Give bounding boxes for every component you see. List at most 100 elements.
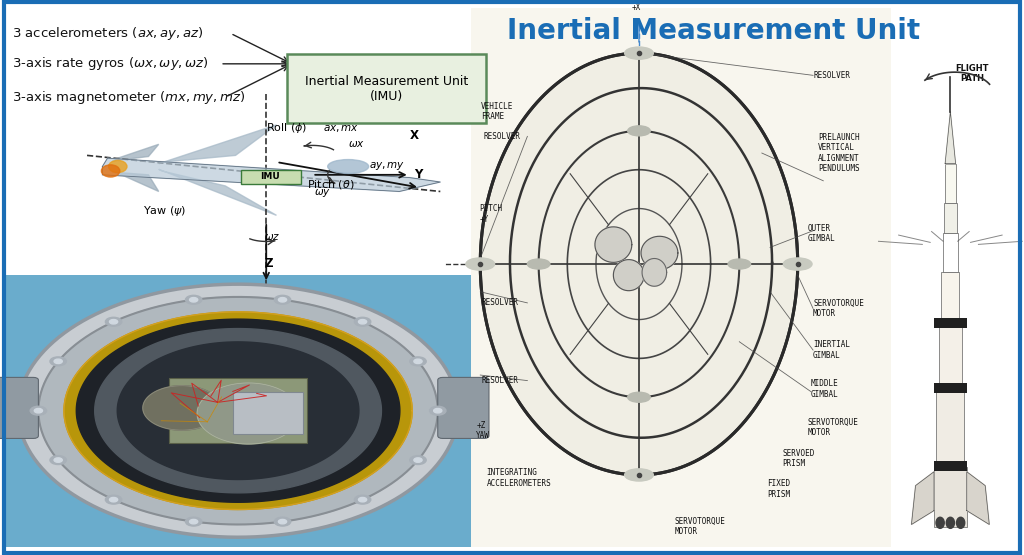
Ellipse shape bbox=[101, 165, 120, 177]
Polygon shape bbox=[39, 297, 438, 524]
Text: $ax, mx$: $ax, mx$ bbox=[323, 123, 358, 134]
Text: IMU: IMU bbox=[260, 172, 281, 181]
Polygon shape bbox=[567, 170, 711, 359]
FancyBboxPatch shape bbox=[934, 383, 967, 393]
Polygon shape bbox=[911, 472, 934, 524]
Circle shape bbox=[54, 359, 62, 364]
FancyBboxPatch shape bbox=[934, 467, 967, 527]
FancyBboxPatch shape bbox=[934, 461, 967, 471]
Circle shape bbox=[358, 497, 367, 502]
Text: 3 accelerometers ($ax, ay, az$): 3 accelerometers ($ax, ay, az$) bbox=[12, 25, 204, 42]
Polygon shape bbox=[95, 329, 382, 493]
Polygon shape bbox=[945, 112, 955, 164]
Polygon shape bbox=[967, 472, 989, 524]
Text: Yaw ($\psi$): Yaw ($\psi$) bbox=[143, 204, 186, 218]
Ellipse shape bbox=[956, 517, 965, 528]
Ellipse shape bbox=[625, 469, 653, 481]
Text: $\omega y$: $\omega y$ bbox=[314, 187, 332, 199]
FancyBboxPatch shape bbox=[934, 318, 967, 328]
Circle shape bbox=[354, 317, 371, 326]
Ellipse shape bbox=[328, 159, 369, 173]
Circle shape bbox=[189, 297, 198, 302]
FancyBboxPatch shape bbox=[939, 324, 962, 388]
FancyBboxPatch shape bbox=[0, 377, 39, 438]
Ellipse shape bbox=[783, 258, 812, 270]
FancyBboxPatch shape bbox=[945, 164, 955, 203]
Ellipse shape bbox=[109, 160, 127, 173]
Polygon shape bbox=[102, 158, 440, 191]
Text: Inertial Measurement Unit
(IMU): Inertial Measurement Unit (IMU) bbox=[305, 75, 468, 103]
Circle shape bbox=[50, 456, 67, 465]
FancyBboxPatch shape bbox=[4, 4, 470, 278]
FancyBboxPatch shape bbox=[941, 272, 959, 324]
Ellipse shape bbox=[936, 517, 944, 528]
Circle shape bbox=[110, 320, 118, 324]
Polygon shape bbox=[159, 125, 276, 164]
Ellipse shape bbox=[728, 259, 751, 269]
Polygon shape bbox=[596, 209, 682, 320]
Text: SERVOTORQUE
MOTOR: SERVOTORQUE MOTOR bbox=[813, 299, 864, 318]
Text: FIXED
PRISM: FIXED PRISM bbox=[767, 479, 791, 498]
Polygon shape bbox=[143, 386, 221, 430]
Circle shape bbox=[189, 519, 198, 524]
Polygon shape bbox=[480, 53, 798, 475]
Circle shape bbox=[185, 295, 202, 304]
FancyBboxPatch shape bbox=[438, 377, 489, 438]
Circle shape bbox=[410, 456, 426, 465]
Text: OUTER
GIMBAL: OUTER GIMBAL bbox=[808, 224, 836, 243]
Polygon shape bbox=[113, 172, 159, 191]
Circle shape bbox=[50, 357, 67, 366]
Text: $ay, my$: $ay, my$ bbox=[369, 160, 404, 173]
Polygon shape bbox=[642, 259, 667, 286]
Circle shape bbox=[54, 458, 62, 462]
Text: X: X bbox=[410, 129, 419, 143]
Text: Inertial Measurement Unit: Inertial Measurement Unit bbox=[507, 17, 920, 44]
Circle shape bbox=[35, 408, 43, 413]
FancyBboxPatch shape bbox=[5, 275, 471, 547]
Text: Y: Y bbox=[414, 168, 422, 181]
Text: +Z
YAW: +Z YAW bbox=[476, 421, 490, 440]
Circle shape bbox=[358, 320, 367, 324]
Text: RESOLVER: RESOLVER bbox=[481, 299, 518, 307]
FancyBboxPatch shape bbox=[937, 388, 965, 467]
Polygon shape bbox=[613, 260, 644, 291]
Text: $\omega z$: $\omega z$ bbox=[264, 232, 281, 242]
Text: SERVOTORQUE
MOTOR: SERVOTORQUE MOTOR bbox=[675, 517, 726, 536]
Circle shape bbox=[430, 406, 446, 415]
Circle shape bbox=[31, 406, 47, 415]
Text: ROLL
+X: ROLL +X bbox=[632, 0, 650, 12]
Polygon shape bbox=[113, 144, 159, 161]
FancyBboxPatch shape bbox=[896, 33, 1017, 544]
FancyBboxPatch shape bbox=[241, 170, 301, 184]
FancyBboxPatch shape bbox=[944, 203, 956, 233]
Circle shape bbox=[410, 357, 426, 366]
Ellipse shape bbox=[628, 392, 650, 402]
Polygon shape bbox=[65, 312, 412, 509]
Text: VEHICLE
FRAME: VEHICLE FRAME bbox=[481, 102, 514, 121]
Text: RESOLVER: RESOLVER bbox=[483, 132, 520, 141]
Circle shape bbox=[274, 517, 291, 526]
Text: RESOLVER: RESOLVER bbox=[481, 376, 518, 385]
Ellipse shape bbox=[466, 258, 495, 270]
Circle shape bbox=[279, 519, 287, 524]
Polygon shape bbox=[159, 169, 276, 215]
Ellipse shape bbox=[625, 47, 653, 59]
Text: 3-axis rate gyros ($\omega x, \omega y, \omega z$): 3-axis rate gyros ($\omega x, \omega y, … bbox=[12, 56, 209, 72]
Ellipse shape bbox=[527, 259, 550, 269]
Circle shape bbox=[414, 359, 422, 364]
Polygon shape bbox=[118, 342, 359, 480]
Circle shape bbox=[185, 517, 202, 526]
Text: INERTIAL
GIMBAL: INERTIAL GIMBAL bbox=[813, 340, 850, 360]
Circle shape bbox=[274, 295, 291, 304]
Text: 3-axis magnetometer ($mx, my, mz$): 3-axis magnetometer ($mx, my, mz$) bbox=[12, 89, 246, 105]
Ellipse shape bbox=[946, 517, 954, 528]
Ellipse shape bbox=[628, 126, 650, 136]
FancyBboxPatch shape bbox=[287, 54, 486, 124]
Text: INTEGRATING
ACCELEROMETERS: INTEGRATING ACCELEROMETERS bbox=[486, 468, 551, 488]
Text: $\omega x$: $\omega x$ bbox=[348, 139, 366, 149]
Text: Pitch ($\theta$): Pitch ($\theta$) bbox=[307, 178, 354, 191]
Polygon shape bbox=[198, 383, 300, 444]
Text: Z: Z bbox=[264, 257, 272, 270]
Text: RESOLVER: RESOLVER bbox=[813, 71, 850, 80]
Polygon shape bbox=[539, 131, 739, 397]
